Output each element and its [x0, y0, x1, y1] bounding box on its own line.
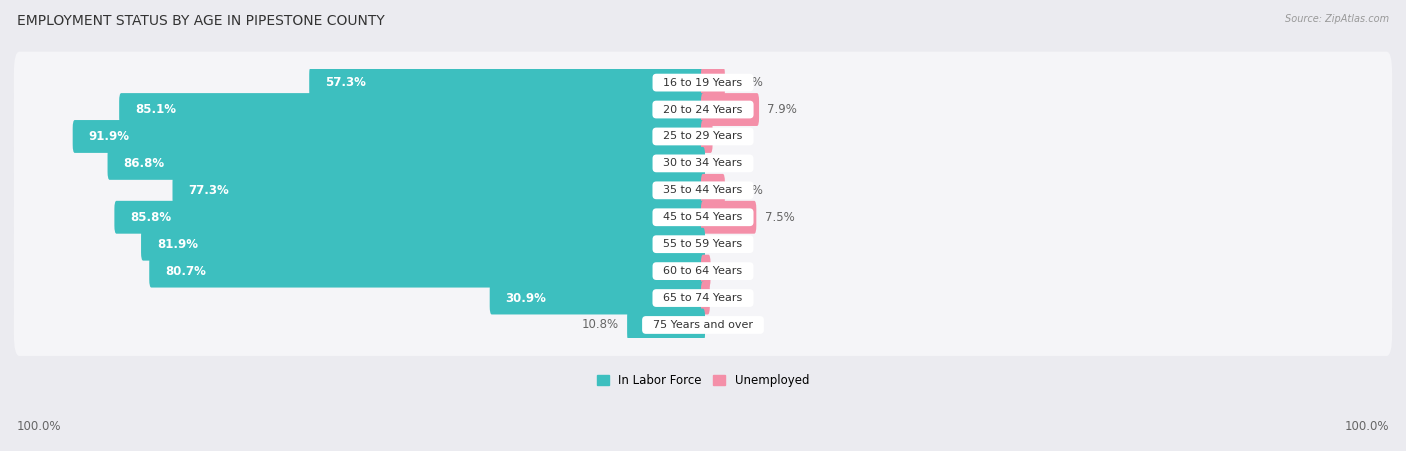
FancyBboxPatch shape — [702, 93, 759, 126]
FancyBboxPatch shape — [141, 228, 704, 261]
Text: 30.9%: 30.9% — [505, 291, 547, 304]
Text: 86.8%: 86.8% — [124, 157, 165, 170]
Legend: In Labor Force, Unemployed: In Labor Force, Unemployed — [592, 369, 814, 392]
FancyBboxPatch shape — [173, 174, 704, 207]
Text: 80.7%: 80.7% — [165, 265, 205, 278]
Text: 16 to 19 Years: 16 to 19 Years — [657, 78, 749, 87]
Text: 100.0%: 100.0% — [17, 420, 62, 433]
Text: 35 to 44 Years: 35 to 44 Years — [657, 185, 749, 195]
FancyBboxPatch shape — [14, 240, 1392, 302]
FancyBboxPatch shape — [702, 174, 725, 207]
Text: 0.7%: 0.7% — [718, 291, 748, 304]
Text: 91.9%: 91.9% — [89, 130, 129, 143]
FancyBboxPatch shape — [107, 147, 704, 180]
FancyBboxPatch shape — [627, 308, 704, 341]
Text: 85.1%: 85.1% — [135, 103, 176, 116]
Text: 0.8%: 0.8% — [718, 265, 748, 278]
Text: 2.9%: 2.9% — [733, 76, 763, 89]
Text: 85.8%: 85.8% — [131, 211, 172, 224]
FancyBboxPatch shape — [14, 294, 1392, 356]
FancyBboxPatch shape — [14, 51, 1392, 114]
FancyBboxPatch shape — [149, 255, 704, 288]
FancyBboxPatch shape — [702, 66, 725, 99]
FancyBboxPatch shape — [14, 133, 1392, 194]
FancyBboxPatch shape — [14, 106, 1392, 167]
Text: 0.0%: 0.0% — [713, 318, 742, 331]
FancyBboxPatch shape — [14, 186, 1392, 248]
Text: 57.3%: 57.3% — [325, 76, 366, 89]
Text: 81.9%: 81.9% — [157, 238, 198, 251]
Text: 77.3%: 77.3% — [188, 184, 229, 197]
FancyBboxPatch shape — [309, 66, 704, 99]
Text: 100.0%: 100.0% — [1344, 420, 1389, 433]
FancyBboxPatch shape — [73, 120, 704, 153]
Text: 65 to 74 Years: 65 to 74 Years — [657, 293, 749, 303]
Text: 10.8%: 10.8% — [582, 318, 619, 331]
Text: 30 to 34 Years: 30 to 34 Years — [657, 158, 749, 168]
FancyBboxPatch shape — [14, 267, 1392, 329]
Text: 75 Years and over: 75 Years and over — [645, 320, 761, 330]
Text: 60 to 64 Years: 60 to 64 Years — [657, 266, 749, 276]
Text: 55 to 59 Years: 55 to 59 Years — [657, 239, 749, 249]
FancyBboxPatch shape — [114, 201, 704, 234]
Text: 2.9%: 2.9% — [733, 184, 763, 197]
FancyBboxPatch shape — [702, 281, 710, 314]
Text: 45 to 54 Years: 45 to 54 Years — [657, 212, 749, 222]
Text: EMPLOYMENT STATUS BY AGE IN PIPESTONE COUNTY: EMPLOYMENT STATUS BY AGE IN PIPESTONE CO… — [17, 14, 385, 28]
FancyBboxPatch shape — [489, 281, 704, 314]
Text: 0.0%: 0.0% — [713, 157, 742, 170]
FancyBboxPatch shape — [120, 93, 704, 126]
FancyBboxPatch shape — [14, 78, 1392, 141]
Text: 7.9%: 7.9% — [768, 103, 797, 116]
Text: 1.1%: 1.1% — [721, 130, 751, 143]
Text: 0.0%: 0.0% — [713, 238, 742, 251]
FancyBboxPatch shape — [702, 255, 710, 288]
Text: Source: ZipAtlas.com: Source: ZipAtlas.com — [1285, 14, 1389, 23]
Text: 25 to 29 Years: 25 to 29 Years — [657, 132, 749, 142]
FancyBboxPatch shape — [14, 213, 1392, 275]
FancyBboxPatch shape — [702, 120, 713, 153]
Text: 20 to 24 Years: 20 to 24 Years — [657, 105, 749, 115]
FancyBboxPatch shape — [702, 201, 756, 234]
FancyBboxPatch shape — [14, 159, 1392, 221]
Text: 7.5%: 7.5% — [765, 211, 794, 224]
